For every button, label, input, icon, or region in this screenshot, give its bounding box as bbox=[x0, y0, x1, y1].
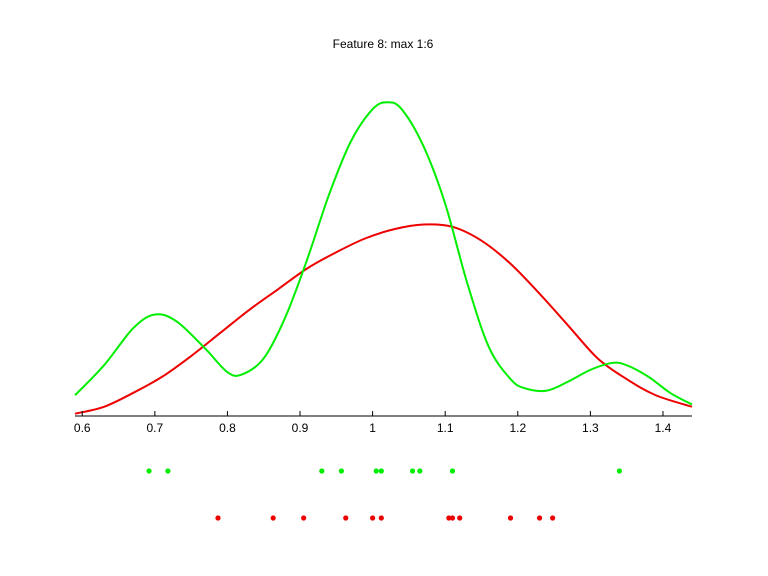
x-tick-label: 0.6 bbox=[74, 421, 91, 435]
green-sample-point bbox=[378, 468, 384, 474]
red-sample-point bbox=[449, 515, 456, 521]
red-sample-point bbox=[215, 515, 221, 521]
x-tick-label: 1 bbox=[369, 421, 376, 435]
x-axis-ticks: 0.6 0.7 0.8 0.9 1 1.1 1.2 1.3 1.4 bbox=[74, 411, 672, 435]
x-tick-label: 1.3 bbox=[582, 421, 599, 435]
x-tick-label: 1.1 bbox=[437, 421, 454, 435]
red-sample-point bbox=[550, 515, 556, 521]
red-sample-point bbox=[536, 515, 543, 521]
red-sample-point bbox=[370, 515, 376, 521]
red-sample-point bbox=[507, 515, 514, 521]
plot-area bbox=[74, 101, 693, 415]
red-sample-point bbox=[343, 515, 349, 521]
x-tick-label: 1.2 bbox=[509, 421, 526, 435]
chart-title: Feature 8: max 1:6 bbox=[333, 37, 434, 51]
x-tick-label: 0.9 bbox=[292, 421, 309, 435]
red-sample-point bbox=[270, 515, 276, 521]
red-sample-point bbox=[457, 515, 463, 521]
red-density-line bbox=[74, 223, 693, 415]
green-sample-point bbox=[373, 468, 379, 474]
red-sample-point bbox=[378, 515, 384, 521]
point-rows bbox=[146, 468, 623, 521]
green-sample-point bbox=[449, 468, 456, 474]
green-sample-point bbox=[409, 468, 416, 474]
green-sample-point bbox=[319, 468, 325, 474]
green-sample-point bbox=[338, 468, 344, 474]
green-sample-point bbox=[417, 468, 423, 474]
green-sample-point bbox=[616, 468, 623, 474]
green-sample-point bbox=[165, 468, 171, 474]
red-sample-point bbox=[301, 515, 307, 521]
x-tick-label: 1.4 bbox=[655, 421, 672, 435]
green-density-line bbox=[74, 101, 693, 406]
x-tick-label: 0.7 bbox=[147, 421, 164, 435]
x-tick-label: 0.8 bbox=[219, 421, 236, 435]
green-sample-point bbox=[146, 468, 152, 474]
red-sample-point bbox=[446, 515, 452, 521]
